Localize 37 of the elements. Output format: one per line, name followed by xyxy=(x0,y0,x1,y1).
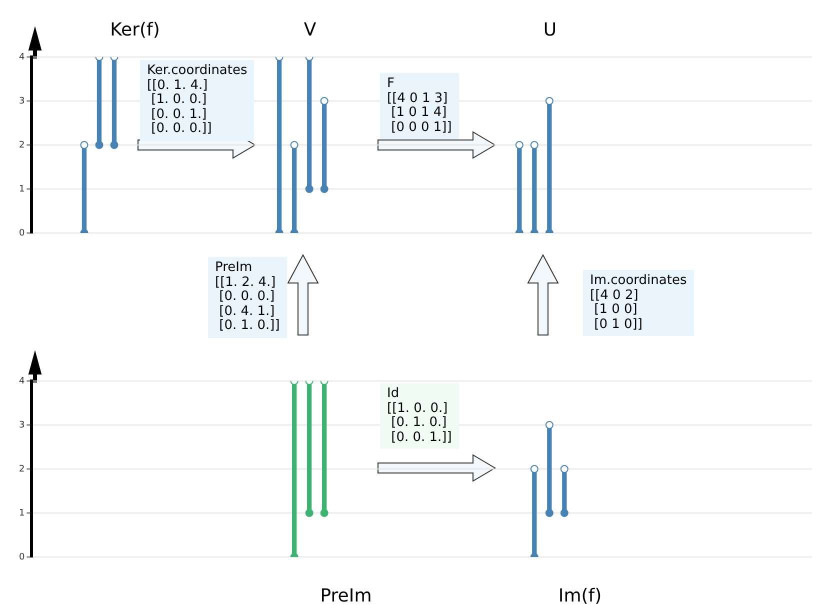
point xyxy=(515,141,524,149)
point xyxy=(530,141,538,149)
y-tick-label: 0 xyxy=(18,552,25,562)
point xyxy=(320,509,328,517)
point xyxy=(110,141,118,149)
y-tick-label: 2 xyxy=(18,464,25,474)
y-tick-label: 1 xyxy=(18,184,25,194)
annotation: F [[4 0 1 3] [1 0 1 4] [0 0 0 1]] xyxy=(380,73,459,139)
y-tick-label: 4 xyxy=(18,52,25,62)
y-tick-label: 0 xyxy=(18,228,25,238)
point xyxy=(320,185,328,193)
point xyxy=(560,509,568,517)
text: PreIm xyxy=(320,586,372,605)
point xyxy=(545,97,554,105)
point xyxy=(530,465,538,473)
annotation: Ker.coordinates [[0. 1. 4.] [1. 0. 0.] [0. 0. 1.] [0. 0. 0.]] xyxy=(140,60,254,140)
point xyxy=(95,141,104,149)
point xyxy=(305,509,314,517)
text: Ker(f) xyxy=(110,20,160,40)
point xyxy=(545,421,554,429)
y-tick-label: 2 xyxy=(18,140,25,150)
y-tick-label: 3 xyxy=(18,420,25,430)
point xyxy=(290,141,298,149)
point xyxy=(320,97,328,105)
point xyxy=(545,509,554,517)
text: U xyxy=(543,20,557,40)
annotation: Id [[1. 0. 0.] [0. 1. 0.] [0. 0. 1.]] xyxy=(380,383,459,449)
text: V xyxy=(304,20,316,40)
y-tick-label: 1 xyxy=(18,508,25,518)
y-tick-label: 4 xyxy=(18,376,25,386)
text: PreIm [[1. 2. 4.] [0. 0. 0.] [0. 4. 1.] [0. 1. 0.]] xyxy=(208,257,287,338)
point xyxy=(560,465,568,473)
y-tick-label: 3 xyxy=(18,96,25,106)
text: Im.coordinates [[4 0 2] [1 0 0] [0 1 0]] xyxy=(583,270,694,336)
point xyxy=(80,141,88,149)
point xyxy=(305,185,314,193)
text: Im(f) xyxy=(558,586,602,605)
